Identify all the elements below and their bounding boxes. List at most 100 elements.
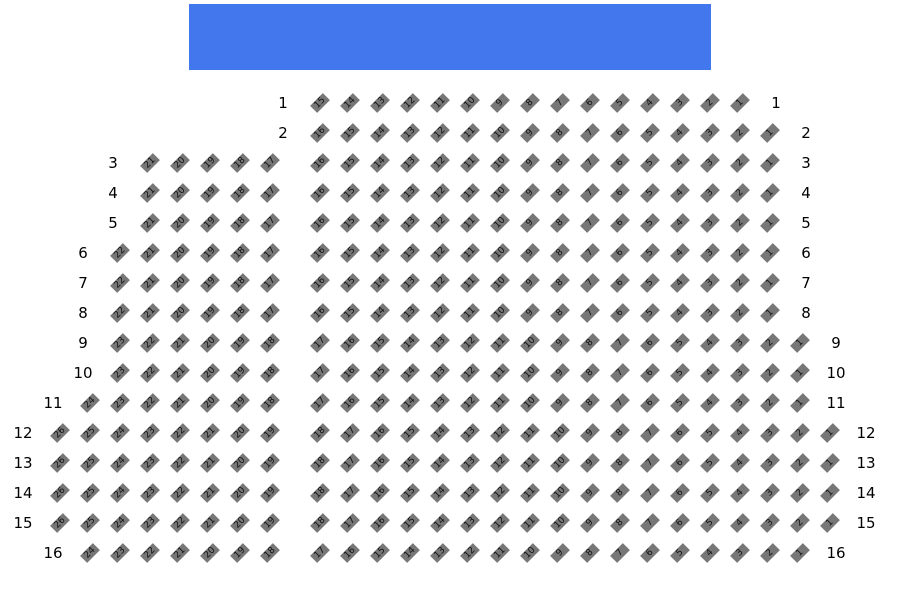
- seat[interactable]: 16: [340, 393, 360, 413]
- seat[interactable]: 8: [550, 243, 570, 263]
- seat[interactable]: 19: [260, 483, 280, 503]
- seat[interactable]: 15: [400, 423, 420, 443]
- seat[interactable]: 18: [310, 423, 330, 443]
- seat[interactable]: 3: [700, 123, 720, 143]
- seat[interactable]: 5: [700, 513, 720, 533]
- seat[interactable]: 8: [550, 213, 570, 233]
- seat[interactable]: 8: [610, 453, 630, 473]
- seat[interactable]: 20: [170, 213, 190, 233]
- seat[interactable]: 1: [790, 363, 810, 383]
- seat[interactable]: 4: [670, 303, 690, 323]
- seat[interactable]: 1: [760, 123, 780, 143]
- seat[interactable]: 3: [760, 423, 780, 443]
- seat[interactable]: 21: [170, 333, 190, 353]
- seat[interactable]: 12: [430, 153, 450, 173]
- seat[interactable]: 2: [790, 513, 810, 533]
- seat[interactable]: 10: [490, 183, 510, 203]
- seat[interactable]: 4: [640, 93, 660, 113]
- seat[interactable]: 20: [170, 183, 190, 203]
- seat[interactable]: 16: [370, 423, 390, 443]
- seat[interactable]: 12: [430, 183, 450, 203]
- seat[interactable]: 5: [640, 153, 660, 173]
- seat[interactable]: 2: [730, 183, 750, 203]
- seat[interactable]: 9: [550, 543, 570, 563]
- seat[interactable]: 10: [490, 243, 510, 263]
- seat[interactable]: 15: [400, 453, 420, 473]
- seat[interactable]: 20: [170, 243, 190, 263]
- seat[interactable]: 6: [640, 393, 660, 413]
- seat[interactable]: 13: [400, 123, 420, 143]
- seat[interactable]: 19: [260, 513, 280, 533]
- seat[interactable]: 1: [760, 303, 780, 323]
- seat[interactable]: 17: [260, 213, 280, 233]
- seat[interactable]: 13: [460, 513, 480, 533]
- seat[interactable]: 16: [310, 153, 330, 173]
- seat[interactable]: 18: [230, 183, 250, 203]
- seat[interactable]: 23: [140, 423, 160, 443]
- seat[interactable]: 13: [430, 363, 450, 383]
- seat[interactable]: 23: [140, 483, 160, 503]
- seat[interactable]: 10: [520, 363, 540, 383]
- seat[interactable]: 7: [580, 273, 600, 293]
- seat[interactable]: 1: [820, 423, 840, 443]
- seat[interactable]: 19: [200, 303, 220, 323]
- seat[interactable]: 17: [260, 183, 280, 203]
- seat[interactable]: 20: [170, 273, 190, 293]
- seat[interactable]: 24: [110, 453, 130, 473]
- seat[interactable]: 3: [700, 183, 720, 203]
- seat[interactable]: 19: [200, 213, 220, 233]
- seat[interactable]: 12: [490, 483, 510, 503]
- seat[interactable]: 23: [110, 543, 130, 563]
- seat[interactable]: 17: [260, 153, 280, 173]
- seat[interactable]: 4: [730, 453, 750, 473]
- seat[interactable]: 17: [260, 243, 280, 263]
- seat[interactable]: 22: [140, 363, 160, 383]
- seat[interactable]: 11: [460, 123, 480, 143]
- seat[interactable]: 20: [170, 153, 190, 173]
- seat[interactable]: 9: [490, 93, 510, 113]
- seat[interactable]: 10: [520, 333, 540, 353]
- seat[interactable]: 8: [550, 273, 570, 293]
- seat[interactable]: 4: [730, 513, 750, 533]
- seat[interactable]: 16: [310, 243, 330, 263]
- seat[interactable]: 16: [310, 273, 330, 293]
- seat[interactable]: 3: [730, 543, 750, 563]
- seat[interactable]: 22: [170, 423, 190, 443]
- seat[interactable]: 17: [310, 543, 330, 563]
- seat[interactable]: 18: [230, 213, 250, 233]
- seat[interactable]: 23: [110, 393, 130, 413]
- seat[interactable]: 5: [670, 393, 690, 413]
- seat[interactable]: 15: [370, 543, 390, 563]
- seat[interactable]: 2: [730, 303, 750, 323]
- seat[interactable]: 3: [730, 393, 750, 413]
- seat[interactable]: 23: [140, 513, 160, 533]
- seat[interactable]: 13: [400, 273, 420, 293]
- seat[interactable]: 5: [670, 543, 690, 563]
- seat[interactable]: 18: [230, 243, 250, 263]
- seat[interactable]: 6: [640, 333, 660, 353]
- seat[interactable]: 17: [340, 453, 360, 473]
- seat[interactable]: 24: [80, 543, 100, 563]
- seat[interactable]: 8: [550, 303, 570, 323]
- seat[interactable]: 11: [490, 393, 510, 413]
- seat[interactable]: 4: [670, 213, 690, 233]
- seat[interactable]: 9: [520, 123, 540, 143]
- seat[interactable]: 24: [110, 513, 130, 533]
- seat[interactable]: 5: [640, 243, 660, 263]
- seat[interactable]: 6: [580, 93, 600, 113]
- seat[interactable]: 5: [640, 303, 660, 323]
- seat[interactable]: 9: [520, 213, 540, 233]
- seat[interactable]: 13: [430, 393, 450, 413]
- seat[interactable]: 14: [400, 363, 420, 383]
- seat[interactable]: 2: [790, 453, 810, 473]
- seat[interactable]: 3: [730, 363, 750, 383]
- seat[interactable]: 13: [460, 483, 480, 503]
- seat[interactable]: 9: [520, 273, 540, 293]
- seat[interactable]: 2: [730, 273, 750, 293]
- seat[interactable]: 14: [430, 453, 450, 473]
- seat[interactable]: 16: [310, 123, 330, 143]
- seat[interactable]: 19: [200, 183, 220, 203]
- seat[interactable]: 9: [580, 513, 600, 533]
- seat[interactable]: 20: [170, 303, 190, 323]
- seat[interactable]: 7: [640, 513, 660, 533]
